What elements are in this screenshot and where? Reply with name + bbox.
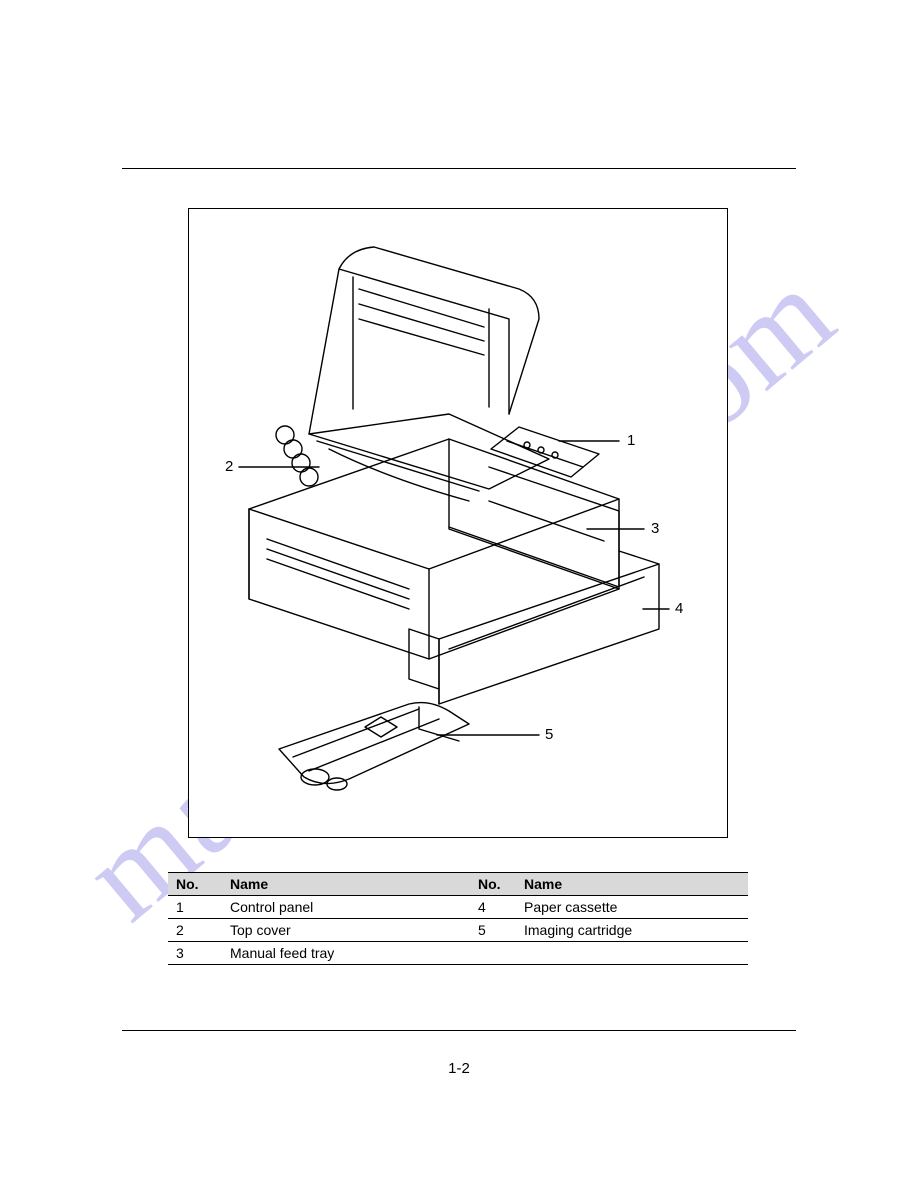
cell: 3 — [168, 942, 222, 965]
table-header-row: No. Name No. Name — [168, 873, 748, 896]
th-name-b: Name — [516, 873, 748, 896]
page-number: 1-2 — [448, 1060, 470, 1077]
cell: 1 — [168, 896, 222, 919]
cell: Manual feed tray — [222, 942, 470, 965]
cell: 5 — [470, 919, 516, 942]
callout-4: 4 — [675, 600, 683, 617]
cell — [516, 942, 748, 965]
cell: 2 — [168, 919, 222, 942]
table-row: 1 Control panel 4 Paper cassette — [168, 896, 748, 919]
th-no-b: No. — [470, 873, 516, 896]
callout-3: 3 — [651, 520, 659, 537]
callout-5: 5 — [545, 726, 553, 743]
cell: Top cover — [222, 919, 470, 942]
callout-2: 2 — [225, 458, 233, 475]
th-name-a: Name — [222, 873, 470, 896]
th-no-a: No. — [168, 873, 222, 896]
figure-frame: 1 2 3 4 5 — [188, 208, 728, 838]
table-row: 3 Manual feed tray — [168, 942, 748, 965]
cell: Paper cassette — [516, 896, 748, 919]
cell: Control panel — [222, 896, 470, 919]
table-row: 2 Top cover 5 Imaging cartridge — [168, 919, 748, 942]
rule-bottom — [122, 1030, 796, 1031]
callout-1: 1 — [627, 432, 635, 449]
cell: Imaging cartridge — [516, 919, 748, 942]
cell: 4 — [470, 896, 516, 919]
parts-table: No. Name No. Name 1 Control panel 4 Pape… — [168, 872, 748, 965]
rule-top — [122, 168, 796, 169]
cell — [470, 942, 516, 965]
printer-diagram — [189, 209, 729, 839]
